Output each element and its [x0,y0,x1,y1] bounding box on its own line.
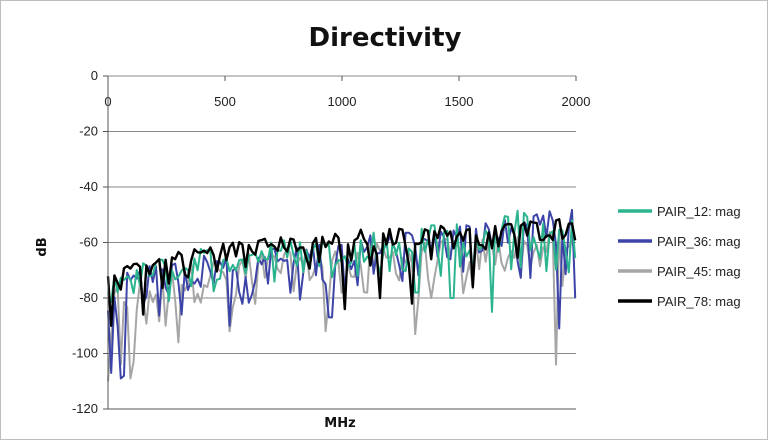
y-tick-label: -60 [79,235,98,250]
y-tick-label: -100 [72,346,98,361]
x-tick-label: 500 [214,94,236,109]
y-tick-label: -20 [79,124,98,139]
y-tick-label: -40 [79,179,98,194]
series-line [106,218,577,327]
legend-entry: PAIR_12: mag [657,204,741,219]
x-tick-label: 2000 [562,94,591,109]
y-tick-label: 0 [91,68,98,83]
x-tick-label: 1000 [328,94,357,109]
y-axis-label: dB [35,237,50,256]
y-tick-label: -80 [79,290,98,305]
grid-lines [108,75,576,354]
legend-entry: PAIR_45: mag [657,264,741,279]
chart-title: Directivity [309,23,462,53]
y-tick-label: -120 [72,401,98,416]
axes [107,76,576,410]
x-axis-label: MHz [324,416,355,431]
legend-entry: PAIR_78: mag [657,294,741,309]
legend-entry: PAIR_36: mag [657,234,741,249]
legend: PAIR_12: mag PAIR_36: mag PAIR_45: mag PAIR… [618,204,741,309]
x-tick-label: 1500 [445,94,474,109]
series-group [106,208,577,382]
y-axis-ticks: 0 -20 -40 -60 -80 -100 -120 [72,68,108,416]
